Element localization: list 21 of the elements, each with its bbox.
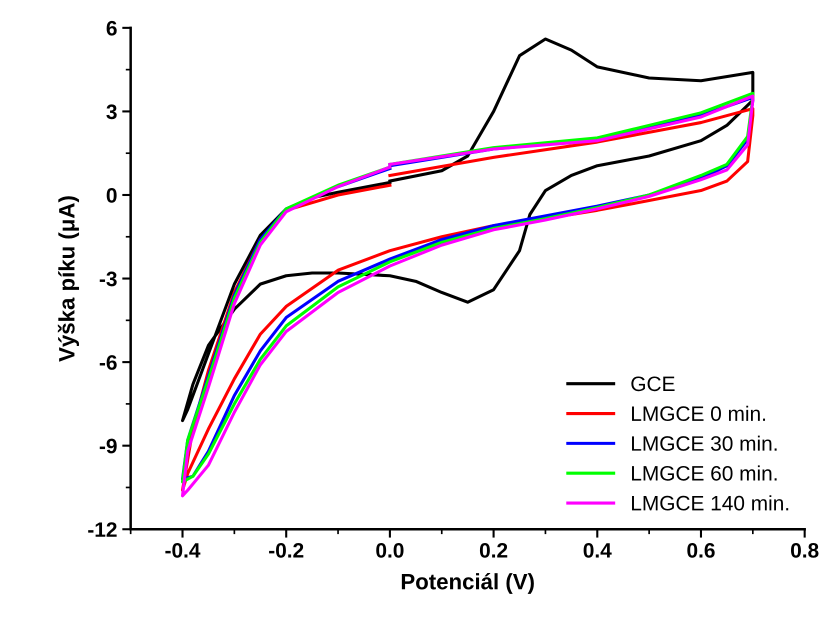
x-tick-label: 0.4 bbox=[584, 542, 612, 558]
legend-label: LMGCE 30 min. bbox=[632, 436, 777, 451]
x-tick-label: 0.0 bbox=[376, 542, 404, 558]
y-tick-label: 3 bbox=[106, 104, 117, 120]
x-tick-label: 0.2 bbox=[480, 542, 508, 558]
y-tick-label: -12 bbox=[88, 522, 117, 537]
x-tick-label: 0.8 bbox=[791, 542, 819, 558]
y-tick-label: 0 bbox=[106, 188, 117, 203]
legend-label: LMGCE 140 min. bbox=[632, 495, 788, 511]
x-axis-title: Potenciál (V) bbox=[402, 572, 534, 594]
x-tick-label: -0.4 bbox=[165, 542, 200, 558]
y-tick-label: -9 bbox=[100, 438, 117, 454]
y-axis-title: Výška píku (μA) bbox=[58, 196, 80, 362]
y-tick-label: 6 bbox=[106, 20, 117, 36]
legend-label: LMGCE 0 min. bbox=[632, 406, 766, 422]
x-tick-label: 0.6 bbox=[687, 542, 715, 558]
y-tick-label: -3 bbox=[100, 272, 117, 286]
legend-label: GCE bbox=[631, 376, 675, 392]
legend-label: LMGCE 60 min. bbox=[632, 465, 777, 481]
y-tick-label: -6 bbox=[100, 355, 117, 370]
x-tick-label: -0.2 bbox=[269, 542, 304, 558]
